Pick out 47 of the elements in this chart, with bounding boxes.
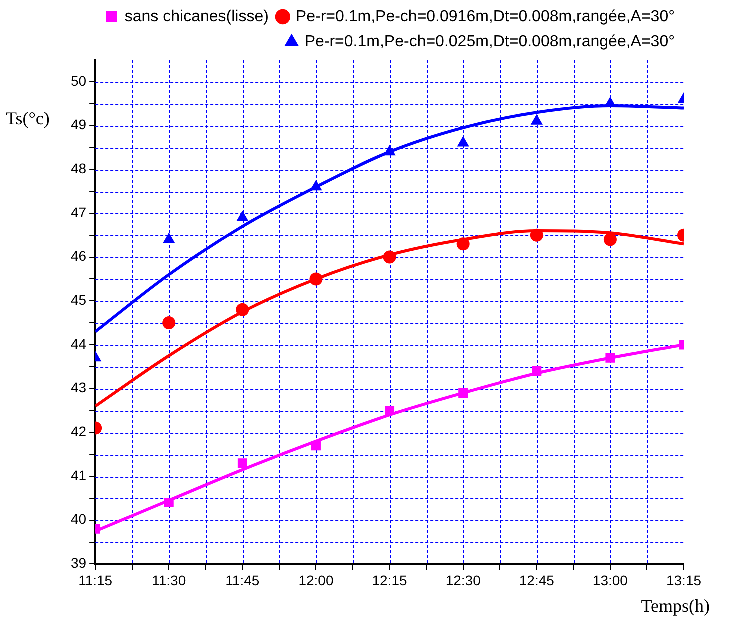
y-tick-label: 43 — [70, 380, 87, 396]
x-tick-label: 13:00 — [592, 572, 628, 588]
point — [163, 233, 175, 244]
y-tick-label: 46 — [70, 248, 87, 264]
y-tick-label: 40 — [70, 511, 87, 528]
legend-label: sans chicanes(lisse) — [124, 8, 269, 26]
point — [458, 388, 468, 398]
point — [531, 114, 543, 125]
y-tick-label: 45 — [70, 292, 87, 308]
x-tick-label: 11:30 — [152, 572, 186, 588]
point — [310, 180, 322, 191]
x-tick-label: 12:45 — [519, 572, 555, 588]
point — [604, 233, 617, 246]
y-axis-title: Ts(°c) — [6, 108, 50, 129]
x-tick-label: 11:45 — [226, 572, 260, 588]
y-tick-label: 48 — [70, 160, 87, 176]
x-tick-label: 12:00 — [298, 572, 334, 588]
line-series — [96, 229, 684, 408]
legend-label: Pe-r=0.1m,Pe-ch=0.0916m,Dt=0.008m,rangée,A=30° — [296, 8, 676, 26]
y-tick-label: 41 — [70, 467, 87, 484]
x-axis-title: Temps(h) — [641, 596, 710, 616]
y-tick-label: 49 — [70, 116, 87, 133]
point — [385, 406, 395, 416]
point — [456, 238, 470, 251]
point — [311, 441, 321, 451]
point — [530, 228, 544, 242]
x-tick-label: 13:15 — [666, 572, 702, 588]
point — [236, 211, 248, 222]
y-tick-label: 44 — [70, 336, 87, 352]
y-tick-label: 47 — [70, 204, 87, 220]
y-tick-label: 50 — [70, 72, 87, 89]
legend-label: Pe-r=0.1m,Pe-ch=0.025m,Dt=0.008m,rangée,A=30° — [304, 33, 675, 50]
point — [384, 146, 396, 156]
point — [164, 498, 174, 508]
y-tick-label: 42 — [70, 424, 87, 440]
point — [310, 272, 323, 286]
point — [383, 250, 396, 264]
y-tick-label: 39 — [70, 555, 87, 572]
x-tick-label: 12:15 — [372, 572, 408, 588]
point — [532, 366, 542, 376]
x-tick-label: 11:15 — [78, 572, 113, 588]
point — [238, 458, 248, 468]
point — [458, 136, 470, 147]
x-tick-label: 12:30 — [446, 572, 482, 588]
point — [606, 353, 616, 363]
point — [162, 316, 176, 330]
point — [236, 303, 250, 316]
